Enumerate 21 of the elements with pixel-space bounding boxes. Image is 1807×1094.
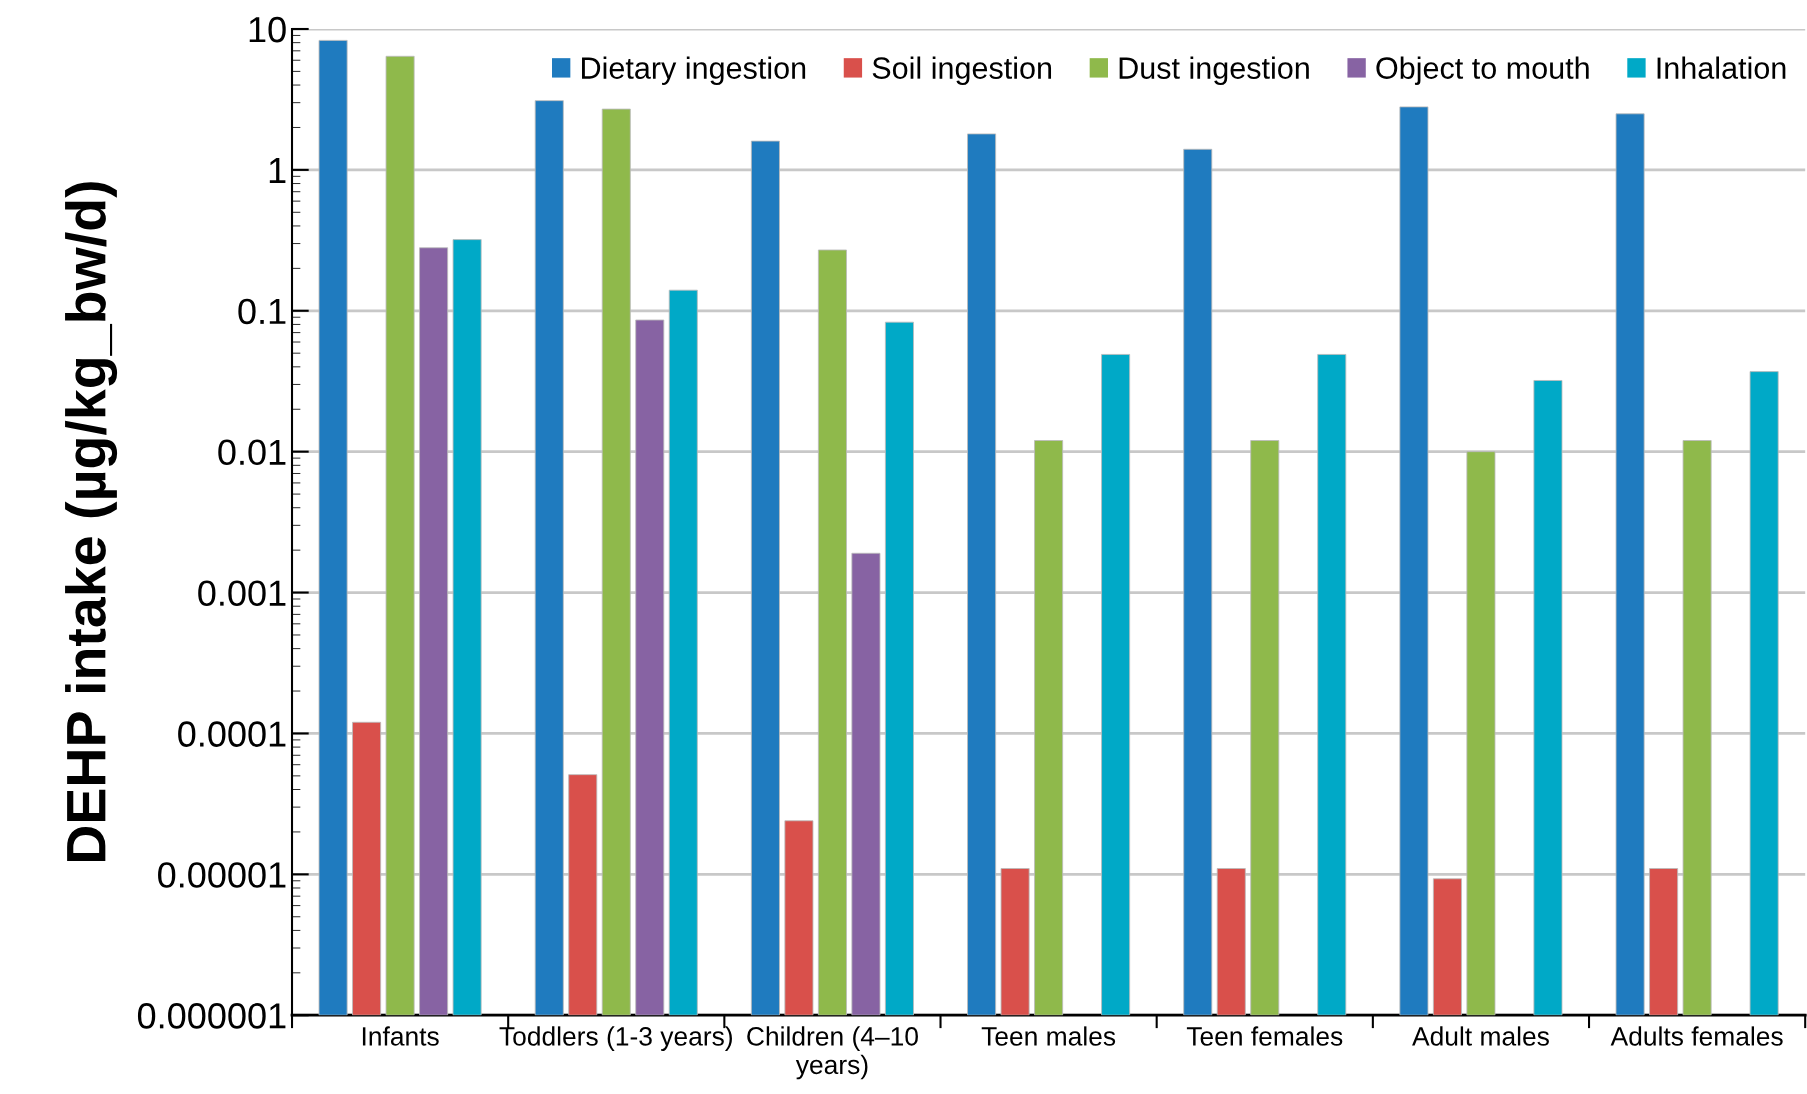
- y-tick-label: 1: [269, 158, 286, 183]
- legend-label: Dietary ingestion: [582, 56, 806, 85]
- legend-label: Inhalation: [1657, 56, 1786, 79]
- x-tick-label: Teen males: [981, 1026, 1116, 1046]
- y-tick-label: 0.01: [218, 439, 286, 466]
- x-tick-label: Adults females: [1610, 1026, 1783, 1046]
- y-tick-label: 0.1: [238, 298, 286, 325]
- y-tick-label: 0.000001: [137, 1003, 286, 1029]
- x-tick-label: Toddlers (1-3 years): [499, 1026, 732, 1051]
- x-tick-label: Teen females: [1186, 1026, 1343, 1046]
- legend-label: Soil ingestion: [872, 56, 1052, 85]
- y-axis-title: DEHP intake (µg/kg_bw/d): [65, 182, 118, 862]
- x-tick-label: Infants: [362, 1026, 439, 1046]
- y-tick-label: 10: [249, 16, 286, 43]
- y-tick-label: 0.0001: [178, 721, 286, 747]
- legend-label: Dust ingestion: [1119, 56, 1309, 85]
- x-tick-label: Adult males: [1412, 1026, 1549, 1046]
- x-tick-label: Children (4–10 years): [747, 1026, 918, 1080]
- y-tick-label: 0.00001: [158, 862, 286, 888]
- y-tick-label: 0.001: [198, 580, 286, 606]
- legend-label: Object to mouth: [1376, 56, 1589, 85]
